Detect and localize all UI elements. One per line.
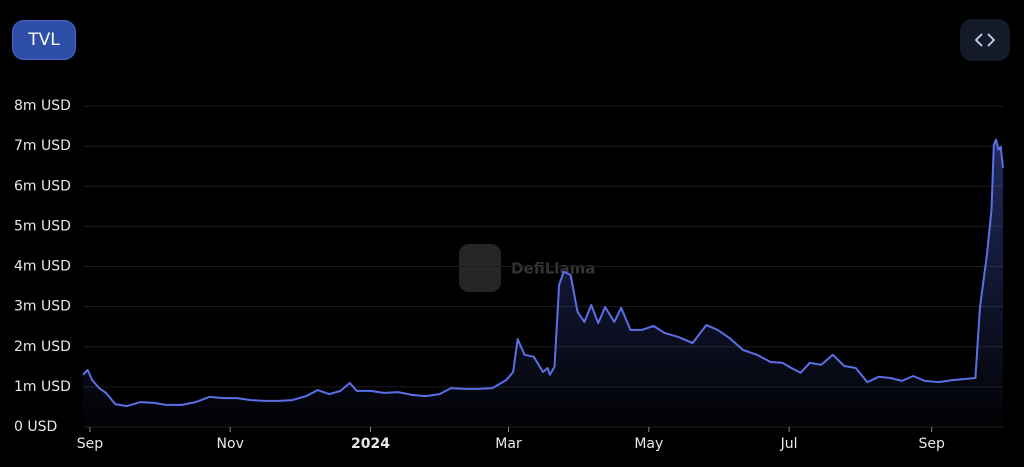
line xyxy=(82,138,1004,408)
x-tick-label: 2024 xyxy=(351,436,390,452)
x-tick-label: Sep xyxy=(919,436,946,452)
x-tick-label: Nov xyxy=(217,436,244,452)
watermark-text: DefiLlama xyxy=(511,260,595,278)
x-tick-label: Jul xyxy=(780,436,798,452)
x-tick-label: Mar xyxy=(495,436,522,452)
y-tick-label: 7m USD xyxy=(14,138,71,154)
area xyxy=(83,139,1003,427)
embed-button[interactable] xyxy=(960,19,1010,61)
y-tick-label: 4m USD xyxy=(14,259,71,275)
y-tick-label: 5m USD xyxy=(14,218,71,234)
y-tick-label: 1m USD xyxy=(14,379,71,395)
x-tick-label: May xyxy=(634,436,663,452)
watermark: DefiLlama xyxy=(459,244,595,292)
y-tick-label: 0 USD xyxy=(14,419,57,435)
x-tick-label: Sep xyxy=(77,436,104,452)
y-tick-label: 6m USD xyxy=(14,178,71,194)
watermark-logo xyxy=(459,244,501,292)
embed-icon xyxy=(975,33,995,47)
y-tick-label: 2m USD xyxy=(14,339,71,355)
y-tick-label: 3m USD xyxy=(14,299,71,315)
y-tick-label: 8m USD xyxy=(14,98,71,114)
tvl-tab[interactable]: TVL xyxy=(12,20,76,60)
